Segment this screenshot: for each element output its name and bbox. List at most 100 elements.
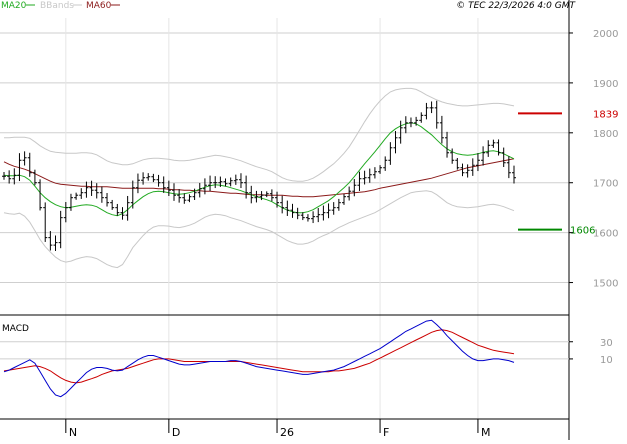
ohlc-bar-58	[300, 212, 305, 221]
ohlc-bar-44	[228, 177, 233, 187]
ohlc-bar-19	[99, 186, 104, 203]
ohlc-bar-6	[32, 169, 37, 186]
legend-label-ma60: MA60	[86, 1, 112, 11]
ohlc-bar-18	[94, 183, 99, 199]
ma20-line	[3, 122, 515, 217]
ohlc-bar-37	[192, 188, 197, 201]
ohlc-bar-85	[439, 115, 444, 144]
copyright-timestamp: © TEC 22/3/2026 4:0 GMT	[456, 1, 576, 11]
ohlc-bar-54	[280, 195, 285, 214]
ohlc-bar-76	[393, 131, 398, 154]
ohlc-bar-38	[197, 182, 202, 198]
ohlc-bar-11	[58, 210, 63, 249]
ohlc-bar-75	[388, 142, 393, 165]
ohlc-bar-42	[218, 176, 223, 187]
ohlc-bar-86	[445, 131, 450, 158]
ohlc-bar-31	[161, 176, 166, 193]
ohlc-bar-56	[290, 203, 295, 218]
ohlc-bar-57	[295, 207, 300, 220]
ohlc-bar-5	[27, 152, 32, 177]
ohlc-bar-95	[491, 139, 496, 148]
ohlc-bar-80	[414, 116, 419, 126]
ohlc-bar-45	[233, 174, 238, 185]
ohlc-bar-12	[63, 202, 68, 223]
time-tick-label-4: M	[481, 426, 491, 439]
ohlc-bar-61	[316, 208, 321, 223]
time-tick-label-2: 26	[280, 426, 294, 439]
ohlc-bar-20	[105, 192, 110, 207]
ohlc-bar-90	[465, 164, 470, 178]
ohlc-bar-55	[285, 200, 290, 216]
price-levels: 1839 1606	[518, 109, 618, 237]
ohlc-bar-52	[269, 189, 274, 202]
ohlc-bar-89	[460, 163, 465, 177]
ohlc-bar-26	[135, 173, 140, 194]
macd-grid	[0, 341, 569, 360]
ohlc-bar-47	[244, 175, 249, 199]
ohlc-bar-82	[424, 102, 429, 120]
legend-label-bbands: BBands	[40, 1, 74, 11]
ohlc-bar-2	[12, 168, 17, 185]
moving-averages	[3, 122, 515, 217]
ohlc-bar-91	[470, 158, 475, 176]
ohlc-bar-48	[249, 185, 254, 204]
ohlc-bar-14	[74, 192, 79, 200]
bollinger-bands	[3, 87, 515, 269]
ohlc-bar-29	[151, 173, 156, 183]
ohlc-bar-68	[352, 179, 357, 197]
ohlc-bar-17	[89, 180, 94, 196]
price-tick-label-1700: 1700	[593, 179, 618, 190]
ohlc-bar-13	[68, 193, 73, 211]
ohlc-bar-7	[38, 179, 43, 211]
bollinger-upper-line	[4, 87, 515, 182]
ohlc-bar-73	[378, 165, 383, 174]
ohlc-bar-36	[187, 194, 192, 203]
header-legend: MA20 BBands MA60	[1, 1, 120, 11]
ohlc-bar-64	[331, 202, 336, 215]
time-tick-label-3: F	[383, 426, 389, 439]
ohlc-bar-9	[48, 231, 53, 251]
ohlc-bar-81	[419, 112, 424, 123]
price-tick-label-1600: 1600	[593, 229, 618, 240]
ohlc-bar-88	[455, 157, 460, 170]
ohlc-bar-15	[79, 188, 84, 199]
ohlc-bar-23	[120, 207, 125, 220]
ohlc-bar-93	[481, 146, 486, 166]
ohlc-bar-99	[512, 165, 516, 184]
ohlc-bar-40	[208, 175, 213, 192]
ohlc-bar-50	[259, 191, 264, 201]
ohlc-bar-34	[177, 189, 182, 203]
ohlc-bar-32	[166, 180, 171, 196]
ohlc-bar-72	[372, 167, 377, 179]
ohlc-bar-43	[223, 178, 228, 187]
ma60-line	[3, 158, 515, 198]
macd-panel-title: MACD	[2, 324, 29, 334]
macd-lines	[3, 319, 515, 398]
ohlc-bar-51	[264, 191, 269, 198]
ohlc-bar-28	[146, 173, 151, 181]
ohlc-bar-24	[125, 195, 130, 221]
ohlc-bar-30	[156, 174, 161, 187]
ohlc-bar-62	[321, 205, 326, 221]
price-tick-label-1900: 1900	[593, 79, 618, 90]
ohlc-bar-87	[450, 148, 455, 164]
level-label-1: 1606	[570, 226, 595, 237]
ohlc-bar-35	[182, 193, 187, 204]
ohlc-bar-98	[506, 156, 511, 179]
ohlc-bars	[2, 100, 516, 251]
ohlc-bar-94	[486, 140, 491, 157]
ohlc-bar-97	[501, 147, 506, 168]
ohlc-bar-70	[362, 170, 367, 185]
time-tick-label-1: D	[172, 426, 180, 439]
ohlc-bar-39	[202, 178, 207, 195]
legend-label-ma20: MA20	[1, 1, 27, 11]
ohlc-bar-79	[408, 117, 413, 128]
level-label-0: 1839	[593, 109, 618, 120]
macd-signal-line	[3, 329, 515, 384]
price-tick-label-1800: 1800	[593, 129, 618, 140]
ohlc-bar-77	[398, 120, 403, 144]
ohlc-bar-84	[434, 100, 439, 129]
macd-tick-label-0: 30	[600, 338, 613, 349]
